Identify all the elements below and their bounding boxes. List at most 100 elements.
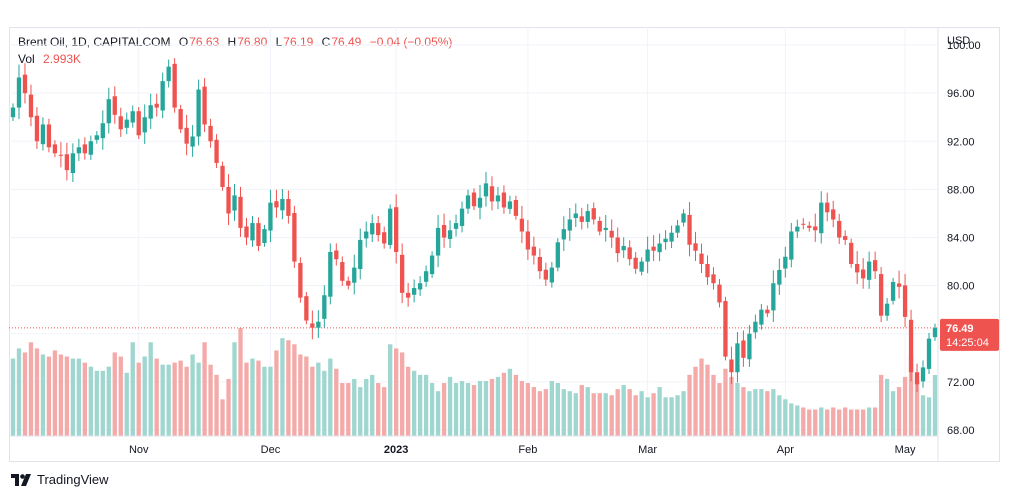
candle-body: [627, 247, 632, 260]
candle-body: [346, 280, 351, 286]
candle-body: [675, 225, 680, 233]
y-tick-label: 100.00: [947, 40, 981, 52]
candle-body: [765, 309, 770, 314]
volume-bar: [106, 366, 111, 436]
candle-body: [100, 123, 105, 139]
candle-body: [735, 343, 740, 373]
candle-body: [783, 256, 788, 269]
y-tick-label: 68.00: [947, 425, 975, 437]
volume-bar: [322, 370, 327, 436]
volume-bar: [112, 352, 117, 436]
volume-bar: [597, 393, 602, 436]
price-axis[interactable]: 68.0072.0076.0080.0084.0088.0092.0096.00…: [947, 40, 981, 437]
high-label: H: [227, 35, 237, 49]
candle-body: [753, 321, 758, 333]
candle-body: [825, 202, 830, 213]
candle-body: [717, 284, 722, 303]
candle-body: [256, 223, 261, 246]
candle-body: [40, 124, 46, 145]
price-chart[interactable]: 68.0072.0076.0080.0084.0088.0092.0096.00…: [0, 0, 1012, 462]
candle-body: [382, 232, 387, 244]
candle-body: [855, 263, 860, 273]
candle-body: [681, 213, 686, 223]
volume-label[interactable]: Vol: [18, 52, 35, 66]
volume-bar: [166, 364, 171, 436]
candle-body: [304, 296, 309, 321]
volume-bars: [10, 328, 938, 436]
candle-body: [639, 261, 644, 272]
volume-bar: [447, 376, 453, 436]
candle-body: [214, 139, 219, 163]
candle-body: [567, 219, 572, 231]
currency-label[interactable]: USD: [947, 35, 970, 47]
candle-body: [657, 243, 662, 253]
candle-body: [94, 135, 99, 140]
volume-bar: [184, 366, 189, 436]
volume-bar: [747, 391, 752, 436]
candle-body: [268, 202, 273, 231]
volume-bar: [471, 385, 477, 436]
volume-bar: [825, 409, 830, 436]
candle-body: [819, 202, 824, 234]
candle-body: [262, 229, 267, 244]
candle-body: [483, 183, 489, 197]
x-tick-label: Nov: [129, 444, 149, 456]
candle-body: [501, 192, 507, 208]
volume-bar: [244, 362, 249, 436]
volume-bar: [40, 354, 46, 436]
candle-body: [531, 246, 537, 256]
volume-bar: [855, 409, 860, 436]
volume-bar: [890, 391, 896, 436]
x-tick-label: May: [895, 444, 916, 456]
candle-body: [795, 226, 800, 232]
candle-body: [58, 154, 64, 156]
candle-body: [250, 223, 255, 241]
candle-body: [902, 285, 908, 317]
candle-body: [813, 226, 818, 231]
volume-bar: [555, 383, 560, 436]
y-tick-label: 84.00: [947, 233, 975, 245]
volume-bar: [807, 409, 812, 436]
candle-body: [663, 238, 668, 243]
volume-bar: [423, 374, 429, 436]
candle-body: [908, 319, 914, 373]
volume-bar: [388, 344, 393, 436]
candle-body: [603, 227, 608, 231]
volume-bar: [370, 374, 375, 436]
candle-body: [298, 263, 303, 298]
candle-body: [837, 220, 842, 238]
candle-body: [364, 231, 369, 239]
candle-body: [220, 165, 225, 187]
volume-bar: [495, 376, 501, 436]
candle-body: [34, 115, 40, 142]
candle-body: [64, 154, 70, 171]
volume-bar: [292, 344, 297, 436]
candle-body: [352, 267, 357, 283]
time-axis[interactable]: Nov Dec 2023 Feb Mar Apr May: [129, 444, 916, 456]
candle-body: [477, 197, 483, 208]
volume-bar: [681, 391, 686, 436]
volume-bar: [435, 391, 441, 436]
volume-bar: [268, 366, 273, 436]
candle-body: [411, 288, 417, 295]
last-price-value: 76.49: [946, 323, 974, 335]
candle-body: [322, 295, 327, 319]
candle-body: [633, 257, 638, 269]
candle-body: [519, 218, 525, 232]
volume-bar: [34, 348, 40, 436]
volume-bar: [208, 364, 213, 436]
volume-bar: [46, 356, 52, 436]
x-tick-label: Feb: [518, 444, 537, 456]
volume-bar: [795, 405, 800, 436]
candles: [10, 58, 938, 392]
volume-bar: [316, 362, 321, 436]
x-tick-label: Apr: [777, 444, 794, 456]
volume-bar: [256, 360, 261, 436]
candle-body: [316, 321, 321, 328]
candle-body: [771, 283, 776, 311]
candle-body: [890, 282, 896, 301]
volume-bar: [513, 374, 519, 436]
candle-body: [370, 223, 375, 235]
volume-bar: [723, 368, 728, 436]
tradingview-attribution[interactable]: TradingView: [11, 472, 109, 487]
